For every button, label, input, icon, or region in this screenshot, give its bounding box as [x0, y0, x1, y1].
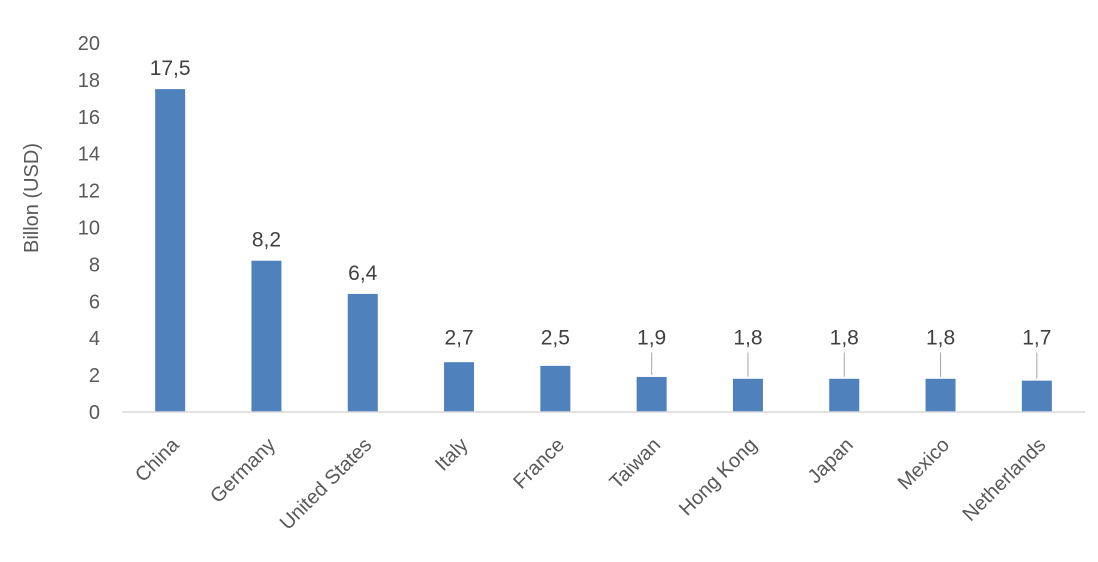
- data-label: 1,8: [830, 326, 859, 349]
- x-category-label: Hong Kong: [675, 434, 761, 520]
- x-category-label: Germany: [206, 434, 280, 508]
- data-label: 1,8: [733, 326, 762, 349]
- bars: [155, 89, 1052, 412]
- y-tick-label: 0: [89, 402, 100, 424]
- data-label: 1,7: [1022, 326, 1051, 349]
- x-category-label: Mexico: [894, 434, 954, 494]
- y-tick-label: 12: [78, 181, 100, 203]
- data-label: 2,5: [541, 326, 570, 349]
- data-label: 8,2: [252, 229, 281, 252]
- x-category-label: Taiwan: [606, 434, 666, 494]
- bar: [732, 378, 763, 412]
- data-label: 1,9: [637, 326, 666, 349]
- x-category-label: Netherlands: [959, 434, 1051, 526]
- bar: [636, 376, 667, 412]
- y-tick-label: 18: [78, 70, 100, 92]
- y-axis-title: Billon (USD): [21, 143, 43, 253]
- y-tick-label: 8: [89, 254, 100, 276]
- data-labels: 17,5 8,2 6,4 2,7 2,5 1,9 1,8 1,8 1,8 1,7: [150, 57, 1051, 379]
- x-category-label: Italy: [431, 434, 472, 475]
- y-axis-ticks: 0 2 4 6 8 10 12 14 16 18 20: [78, 33, 100, 424]
- bar: [925, 378, 956, 412]
- bar: [444, 362, 475, 412]
- x-category-label: United States: [276, 434, 376, 534]
- x-category-label: China: [131, 433, 184, 486]
- data-label: 2,7: [444, 326, 473, 349]
- bar: [155, 89, 186, 412]
- y-tick-label: 4: [89, 328, 100, 350]
- y-tick-label: 20: [78, 33, 100, 55]
- bar: [540, 365, 571, 412]
- data-label: 17,5: [150, 57, 191, 80]
- bar: [1021, 380, 1052, 412]
- y-tick-label: 14: [78, 144, 100, 166]
- y-tick-label: 6: [89, 291, 100, 313]
- bar: [829, 378, 860, 412]
- bar: [251, 260, 282, 412]
- x-category-label: Japan: [804, 434, 858, 488]
- y-tick-label: 16: [78, 107, 100, 129]
- y-tick-label: 2: [89, 365, 100, 387]
- x-category-label: France: [509, 434, 569, 494]
- bar: [347, 293, 378, 412]
- data-label: 6,4: [348, 262, 378, 285]
- data-label: 1,8: [926, 326, 955, 349]
- y-tick-label: 10: [78, 218, 100, 240]
